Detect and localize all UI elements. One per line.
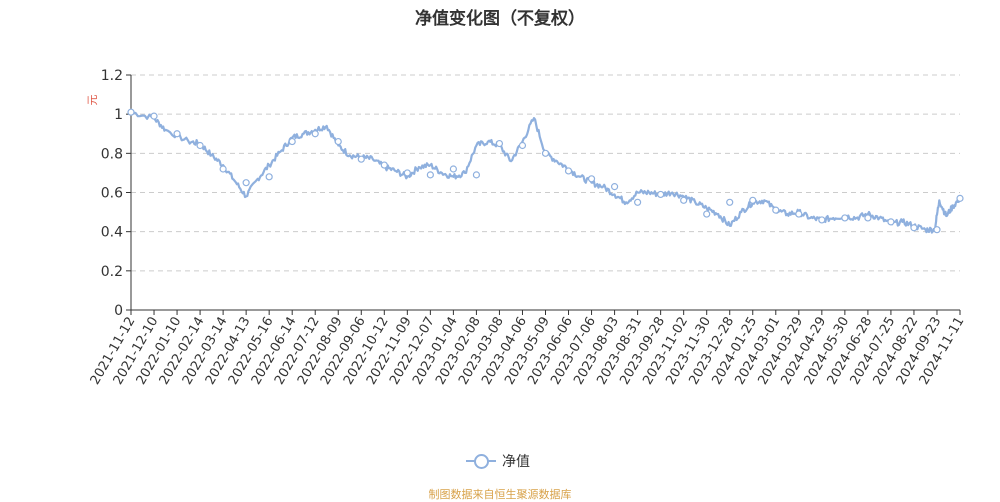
data-point-marker bbox=[403, 169, 411, 177]
data-point-marker bbox=[657, 190, 665, 199]
data-point-marker bbox=[818, 216, 826, 224]
data-point-marker bbox=[196, 141, 204, 150]
series-layer bbox=[127, 108, 964, 234]
data-point-marker bbox=[772, 206, 780, 214]
data-point-marker bbox=[311, 130, 319, 138]
data-point-marker bbox=[357, 155, 365, 163]
legend[interactable]: 净值 bbox=[466, 450, 530, 472]
data-point-marker bbox=[219, 165, 227, 173]
axes bbox=[126, 74, 961, 315]
grid-lines bbox=[131, 74, 960, 272]
data-point-marker bbox=[472, 171, 481, 179]
data-point-marker bbox=[680, 196, 688, 204]
data-point-marker bbox=[910, 224, 918, 232]
data-point-marker bbox=[726, 198, 734, 206]
y-tick-labels: 0 0.2 0.4 0.6 0.8 1 1.2 bbox=[101, 68, 123, 319]
data-point-marker bbox=[749, 196, 757, 204]
data-point-marker bbox=[864, 214, 872, 222]
data-point-marker bbox=[288, 137, 296, 146]
source-note: 制图数据来自恒生聚源数据库 bbox=[428, 488, 572, 501]
series-line-nav bbox=[130, 111, 962, 234]
data-point-marker bbox=[495, 139, 504, 148]
data-point-marker bbox=[956, 194, 964, 202]
data-point-marker bbox=[380, 161, 388, 169]
data-point-marker bbox=[634, 198, 642, 206]
data-point-marker bbox=[334, 137, 342, 146]
legend-label: 净值 bbox=[502, 454, 530, 470]
y-tick-label: 0 bbox=[114, 303, 123, 319]
data-point-marker bbox=[887, 218, 895, 226]
data-point-marker bbox=[173, 130, 181, 138]
data-point-marker bbox=[795, 210, 803, 218]
data-point-marker bbox=[541, 149, 550, 157]
y-axis-label: 元 bbox=[86, 95, 99, 106]
y-tick-label: 1 bbox=[114, 107, 123, 123]
data-point-marker bbox=[449, 165, 457, 173]
data-point-marker bbox=[150, 112, 158, 120]
data-point-marker bbox=[426, 171, 434, 179]
data-point-marker bbox=[564, 167, 573, 175]
data-point-marker bbox=[242, 179, 250, 187]
data-point-marker bbox=[841, 214, 849, 222]
data-point-marker bbox=[587, 175, 596, 183]
data-point-marker bbox=[265, 173, 273, 181]
legend-line-marker-icon bbox=[466, 453, 496, 469]
y-tick-label: 0.6 bbox=[101, 186, 123, 202]
chart-title: 净值变化图（不复权） bbox=[415, 9, 585, 29]
data-point-marker bbox=[703, 210, 711, 218]
y-tick-label: 1.2 bbox=[101, 68, 123, 84]
y-tick-label: 0.8 bbox=[101, 146, 123, 162]
data-point-marker bbox=[127, 108, 135, 116]
data-point-marker bbox=[933, 226, 941, 234]
y-tick-label: 0.2 bbox=[101, 264, 123, 280]
x-tick-labels: 2021-11-122021-12-102022-01-102022-02-14… bbox=[88, 314, 968, 387]
data-point-marker bbox=[610, 183, 619, 191]
y-tick-label: 0.4 bbox=[101, 225, 123, 241]
data-point-marker bbox=[518, 141, 527, 150]
